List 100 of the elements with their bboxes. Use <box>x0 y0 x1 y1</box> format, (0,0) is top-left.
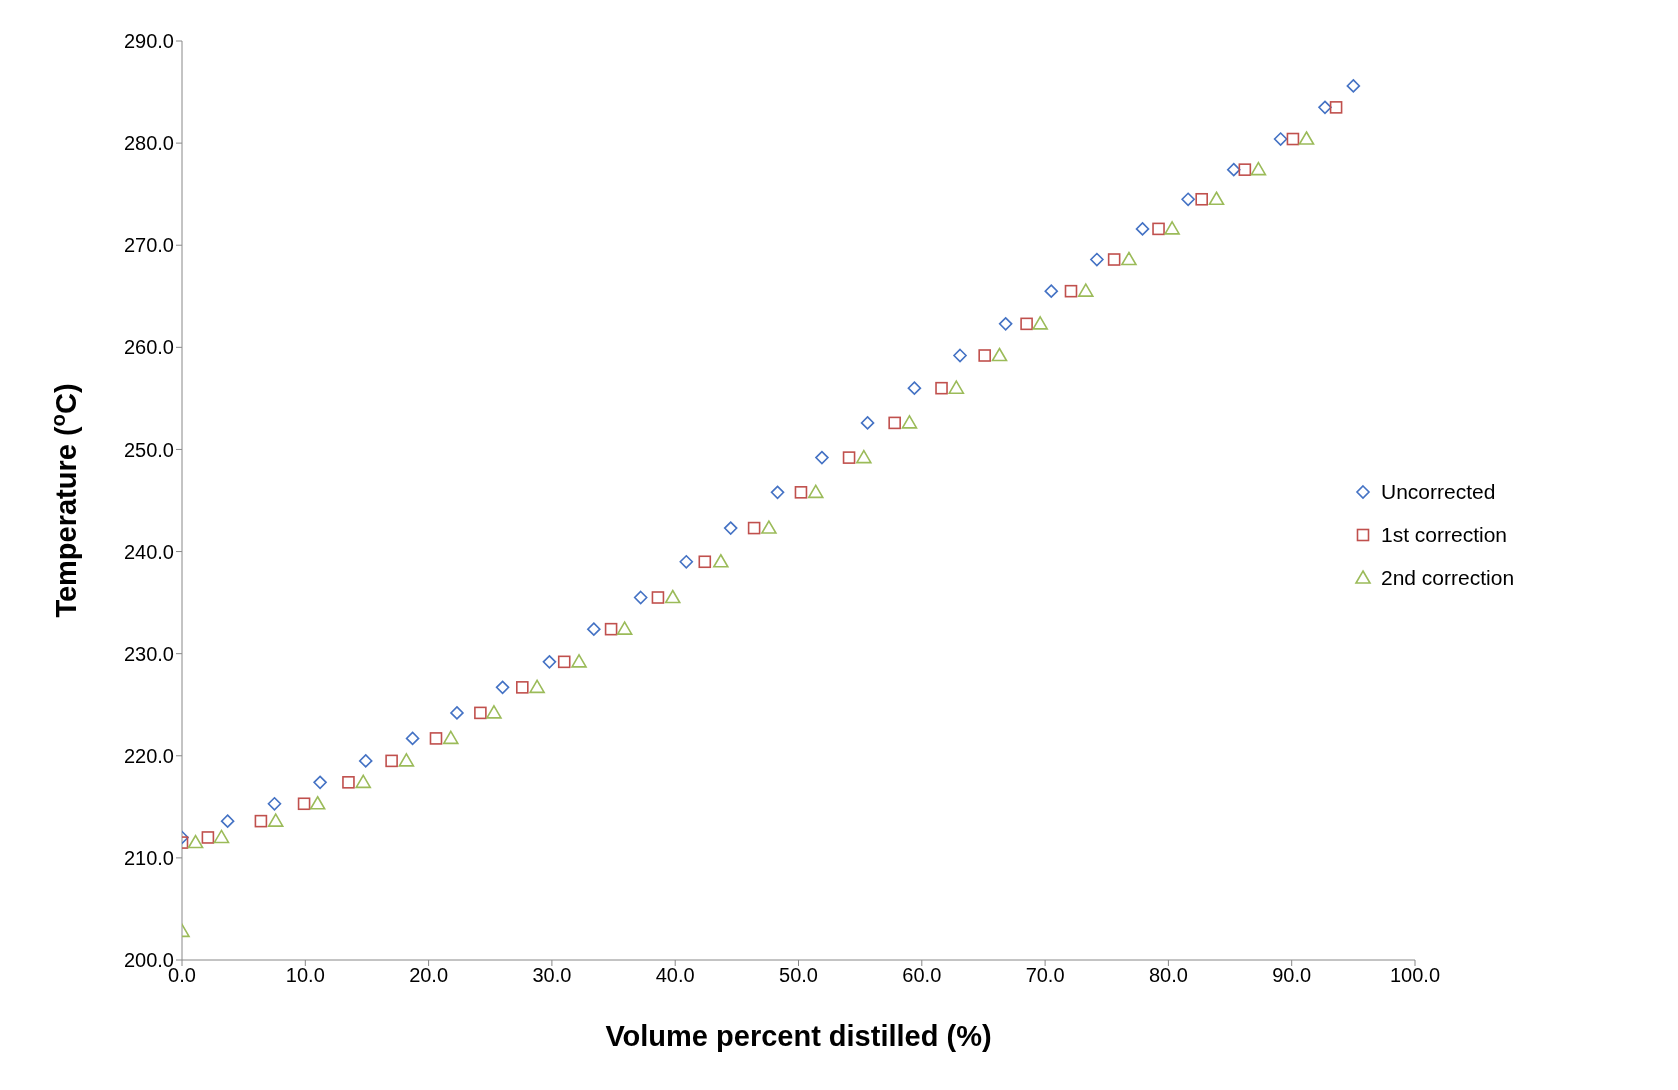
x-tick-label: 50.0 <box>779 964 818 987</box>
point <box>1020 317 1033 331</box>
legend-label: Uncorrected <box>1381 479 1496 504</box>
point <box>486 705 502 719</box>
point <box>1152 222 1165 236</box>
point <box>557 655 571 669</box>
point <box>297 797 311 811</box>
point <box>1238 163 1252 176</box>
point <box>187 834 204 849</box>
point <box>633 590 648 605</box>
point <box>807 484 824 499</box>
point <box>267 796 282 811</box>
point <box>442 730 459 745</box>
point <box>953 348 967 363</box>
x-tick-label: 70.0 <box>1025 964 1065 987</box>
point <box>450 706 464 720</box>
point <box>516 681 529 694</box>
point <box>978 349 991 362</box>
legend-label: 1st correction <box>1381 522 1508 547</box>
y-tick-label: 230.0 <box>123 642 174 665</box>
x-tick-label: 10.0 <box>285 964 325 987</box>
point <box>794 486 808 499</box>
x-tick-label: 40.0 <box>655 964 695 987</box>
point <box>201 831 215 844</box>
y-tick-label: 240.0 <box>123 540 174 563</box>
point <box>723 521 738 535</box>
point <box>1195 192 1208 206</box>
y-tick-label: 220.0 <box>123 744 174 767</box>
x-tick-label: 90.0 <box>1272 964 1312 987</box>
x-tick-label: 30.0 <box>532 964 572 987</box>
point <box>1329 101 1343 114</box>
point <box>1286 132 1300 146</box>
point <box>1164 221 1180 235</box>
point <box>604 622 618 636</box>
point <box>571 654 587 668</box>
point <box>1346 79 1361 93</box>
y-tick-label: 210.0 <box>123 846 174 869</box>
point <box>254 814 268 828</box>
point <box>405 731 420 746</box>
point <box>842 451 856 464</box>
point <box>385 754 398 768</box>
point <box>860 416 875 430</box>
point <box>1318 100 1332 115</box>
point <box>358 754 373 768</box>
point <box>1250 161 1267 176</box>
point <box>267 813 284 827</box>
point <box>1077 283 1094 297</box>
y-tick-label: 270.0 <box>123 234 174 257</box>
point <box>651 591 665 604</box>
point <box>907 381 922 395</box>
point <box>220 814 235 828</box>
point <box>1135 222 1150 236</box>
point <box>1044 284 1059 298</box>
point <box>309 795 326 810</box>
point <box>1107 253 1121 266</box>
y-tick-label: 260.0 <box>123 336 174 359</box>
point <box>664 589 681 604</box>
point <box>587 622 601 636</box>
point <box>770 485 785 500</box>
point <box>1226 162 1241 177</box>
point <box>1121 251 1137 266</box>
legend-label: 2nd correction <box>1381 565 1515 590</box>
point <box>429 732 443 745</box>
point <box>1298 131 1315 145</box>
point <box>856 449 872 464</box>
point <box>901 415 918 429</box>
point <box>1064 284 1078 298</box>
point <box>213 829 230 844</box>
point <box>815 450 829 465</box>
point <box>935 381 948 395</box>
x-tick-label: 80.0 <box>1148 964 1188 987</box>
point <box>888 416 901 430</box>
point <box>1032 316 1048 330</box>
y-tick-label: 250.0 <box>123 438 174 461</box>
point <box>991 347 1008 362</box>
point <box>529 679 545 694</box>
x-axis-title: Volume percent distilled (%) <box>605 1020 992 1052</box>
point <box>495 680 510 695</box>
point <box>542 655 557 669</box>
x-tick-label: 60.0 <box>902 964 942 987</box>
point <box>761 520 777 534</box>
point <box>616 621 633 635</box>
point <box>1273 132 1288 146</box>
point <box>342 776 355 789</box>
point <box>1181 192 1195 207</box>
point <box>998 317 1013 331</box>
point <box>679 554 694 569</box>
point <box>474 706 487 720</box>
point <box>747 521 761 535</box>
y-tick-label: 280.0 <box>123 132 174 155</box>
point <box>948 380 965 394</box>
point <box>355 774 372 789</box>
x-tick-label: 20.0 <box>409 964 449 987</box>
point <box>698 555 712 569</box>
point <box>713 553 729 568</box>
point <box>398 753 415 767</box>
x-tick-label: 100.0 <box>1389 964 1441 987</box>
y-tick-label: 290.0 <box>123 30 174 53</box>
point <box>1208 191 1225 206</box>
point <box>313 775 327 790</box>
